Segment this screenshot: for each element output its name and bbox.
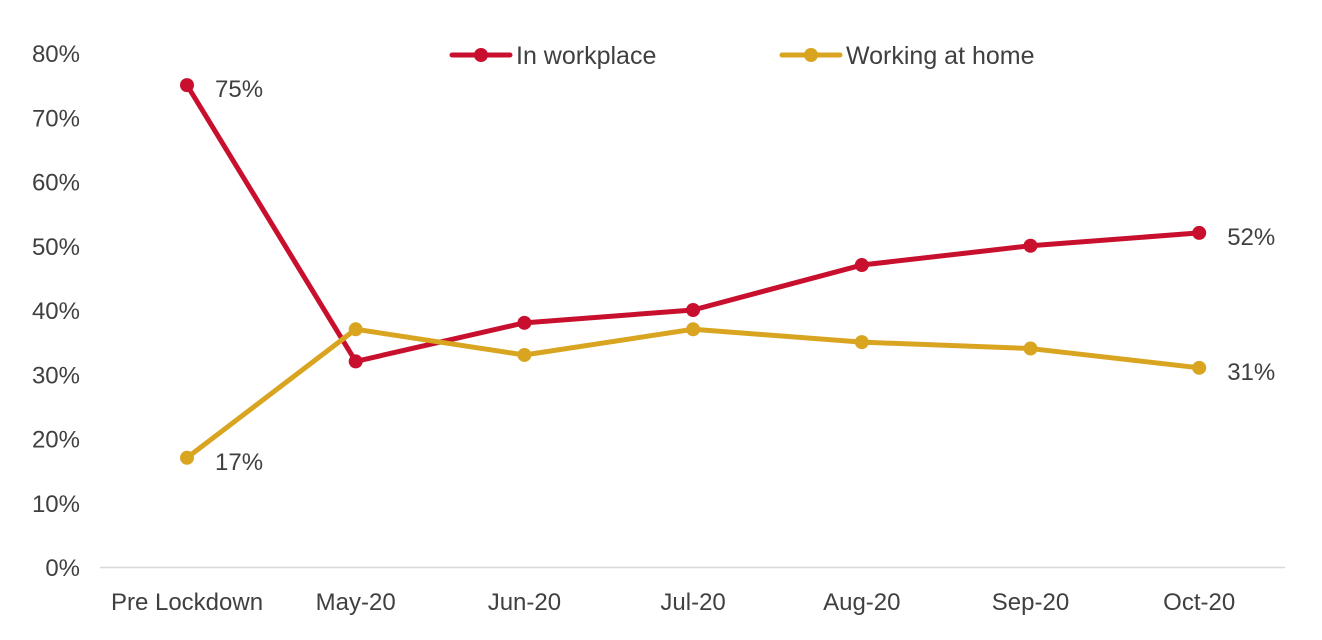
x-tick-label: Oct-20 <box>1163 589 1235 616</box>
data-label-working-at-home: 31% <box>1227 359 1275 386</box>
data-point-working-at-home <box>1192 360 1207 375</box>
legend-item-working-at-home: Working at home <box>779 42 1035 70</box>
data-point-in-workplace <box>854 258 869 273</box>
data-point-working-at-home <box>348 322 363 337</box>
legend-swatch-marker <box>474 48 488 62</box>
y-tick-label: 30% <box>32 362 80 389</box>
data-point-working-at-home <box>1023 341 1038 356</box>
legend-label: Working at home <box>846 42 1035 70</box>
data-point-working-at-home <box>686 322 701 337</box>
y-tick-label: 40% <box>32 298 80 325</box>
series-working-at-home <box>180 322 1207 465</box>
x-tick-label: Pre Lockdown <box>111 589 263 616</box>
series-in-workplace <box>180 78 1207 369</box>
y-tick-label: 10% <box>32 491 80 518</box>
data-point-in-workplace <box>180 78 194 93</box>
data-point-in-workplace <box>1023 238 1038 253</box>
data-label-layer: 75% 52% 17% 31% <box>215 76 1275 476</box>
data-point-in-workplace <box>686 303 701 317</box>
y-tick-label: 70% <box>32 105 80 132</box>
series-line-in-workplace <box>184 82 1202 364</box>
x-tick-label: May-20 <box>316 589 396 616</box>
y-tick-label: 60% <box>32 170 80 197</box>
y-tick-label: 20% <box>32 427 80 454</box>
data-label-in-workplace: 75% <box>215 76 263 103</box>
y-tick-label: 80% <box>32 41 80 68</box>
data-point-in-workplace <box>348 354 363 369</box>
x-tick-label: Jul-20 <box>660 589 725 616</box>
axis-layer: 0% 10% 20% 30% 40% 50% 60% 70% 80% Pre Lockdown Ma… <box>32 41 1285 616</box>
y-tick-label: 50% <box>32 234 80 261</box>
data-point-in-workplace <box>1192 225 1207 240</box>
x-tick-label: Jun-20 <box>488 589 561 616</box>
data-point-working-at-home <box>517 347 532 362</box>
data-point-in-workplace <box>517 315 532 330</box>
x-tick-label: Sep-20 <box>992 589 1069 616</box>
legend-swatch-marker <box>804 48 818 62</box>
legend: In workplace Working at home <box>449 42 1035 70</box>
series-line-working-at-home <box>184 326 1202 461</box>
legend-item-in-workplace: In workplace <box>449 42 656 70</box>
data-point-working-at-home <box>180 450 194 465</box>
legend-label: In workplace <box>516 42 656 70</box>
x-tick-label: Aug-20 <box>823 589 900 616</box>
y-tick-label: 0% <box>45 555 80 582</box>
series-layer <box>180 78 1207 465</box>
data-label-in-workplace: 52% <box>1227 224 1275 251</box>
data-point-working-at-home <box>854 335 869 350</box>
data-label-working-at-home: 17% <box>215 449 263 476</box>
